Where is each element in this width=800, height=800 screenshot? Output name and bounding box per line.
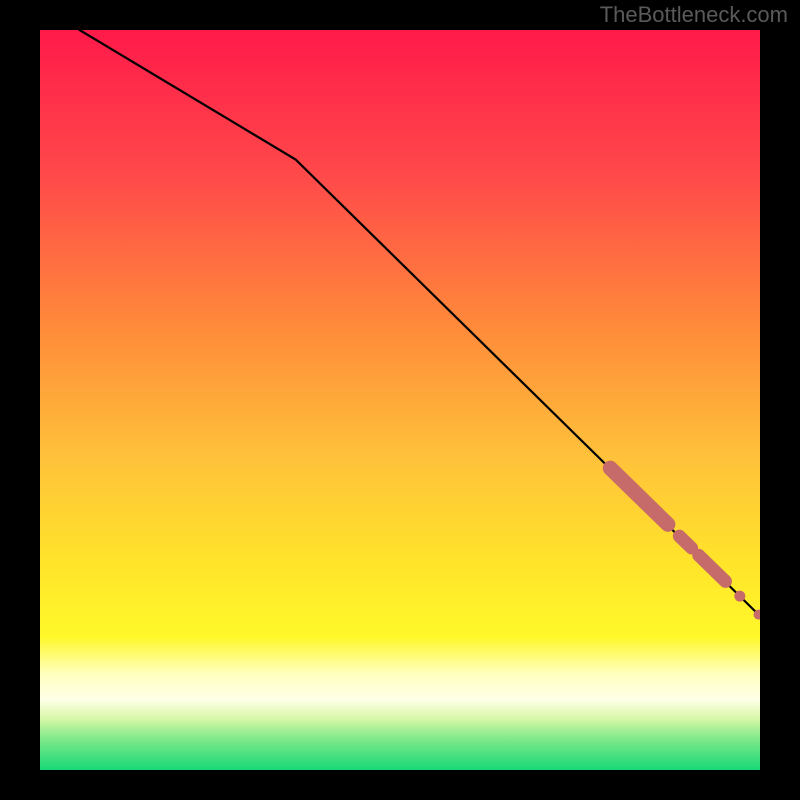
watermark-text: TheBottleneck.com	[600, 2, 788, 28]
plot-area	[40, 30, 760, 770]
chart-svg	[40, 30, 760, 770]
